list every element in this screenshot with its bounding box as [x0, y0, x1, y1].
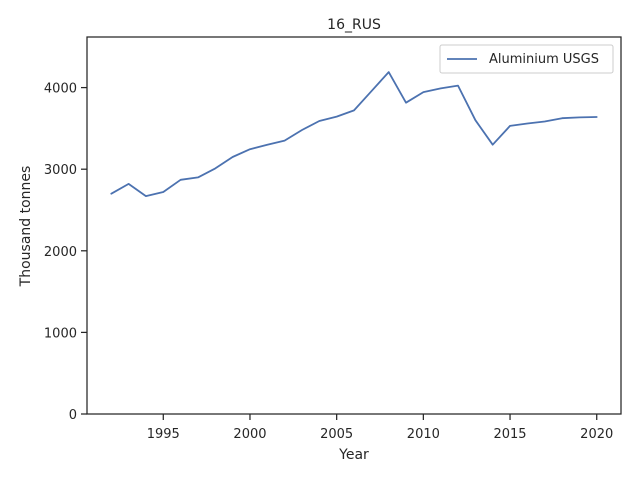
legend-box [439, 44, 614, 74]
chart-title: 16_RUS [327, 17, 381, 33]
x-tick-label: 2015 [493, 427, 526, 442]
plot-area [86, 36, 622, 415]
y-tick-label: 3000 [44, 163, 77, 178]
y-tick-label: 1000 [44, 326, 77, 341]
legend-label: Aluminium USGS [489, 52, 599, 67]
x-tick-label: 2020 [580, 427, 613, 442]
x-tick-label: 2005 [320, 427, 353, 442]
y-tick-label: 4000 [44, 82, 77, 97]
y-axis-label: Thousand tonnes [18, 166, 34, 288]
x-axis-ticks: 1995 2000 2005 2010 2015 2020 [147, 414, 613, 442]
series-line-0 [110, 71, 598, 198]
x-axis-label: Year [338, 447, 369, 463]
legend: Aluminium USGS [439, 44, 614, 74]
plot-frame [86, 36, 622, 415]
y-tick-label: 2000 [44, 245, 77, 260]
x-tick-label: 1995 [147, 427, 180, 442]
y-axis-ticks: 0 1000 2000 3000 4000 [44, 82, 87, 423]
x-tick-label: 2010 [407, 427, 440, 442]
x-tick-label: 2000 [233, 427, 266, 442]
series-layer [110, 71, 598, 198]
y-tick-label: 0 [69, 408, 77, 423]
